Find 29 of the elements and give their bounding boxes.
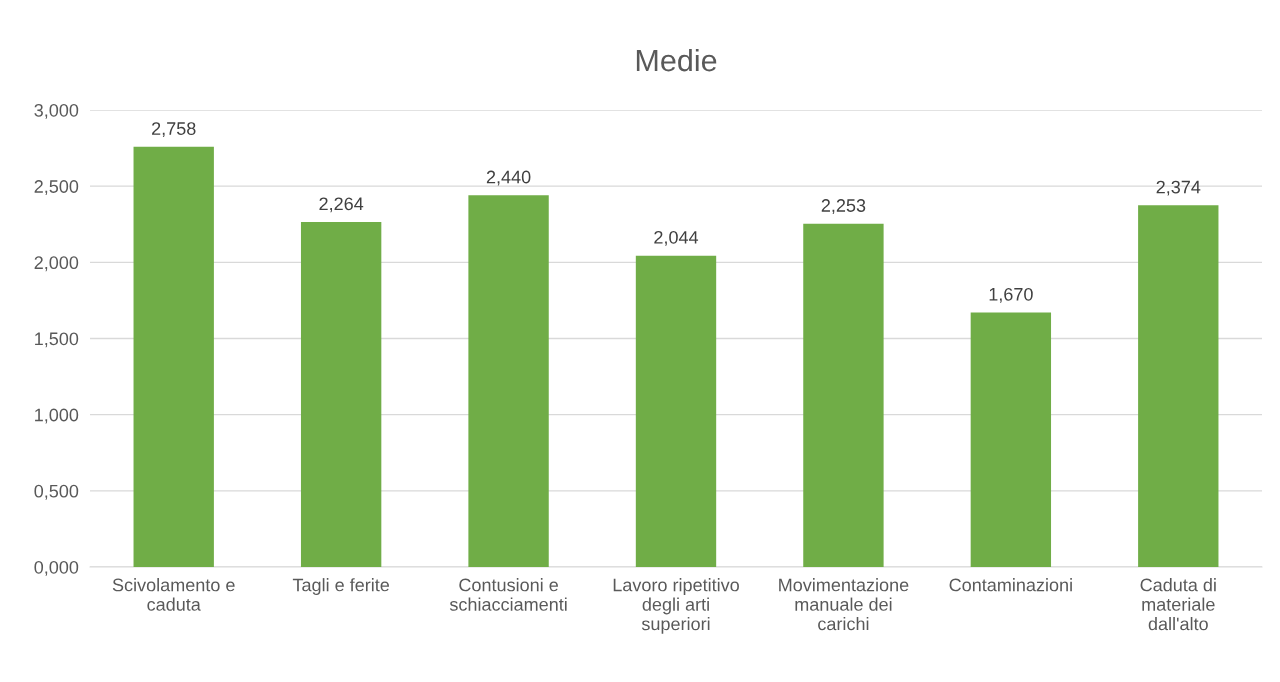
x-tick-label: Lavoro ripetitivo degli arti superiori [613, 578, 739, 634]
x-tick-label: Scivolamento e caduta [112, 578, 235, 611]
x-tick-label: Caduta di materiale dall'alto [1140, 578, 1216, 631]
y-tick-label: 2,000 [34, 256, 79, 272]
y-tick-label: 1,500 [35, 332, 79, 348]
bar [133, 146, 214, 567]
bar [300, 222, 382, 567]
x-tick-label: Movimentazione manuale dei carichi [779, 578, 909, 631]
data-label: 2,253 [821, 199, 866, 215]
data-label: 2,264 [319, 197, 364, 213]
bar [468, 195, 549, 567]
x-tick-label: Contaminazioni [949, 578, 1072, 592]
y-tick-label: 0,500 [34, 484, 79, 500]
y-tick-label: 1,000 [35, 408, 79, 424]
data-label: 1,670 [989, 287, 1033, 303]
y-tick-label: 2,500 [34, 180, 79, 196]
data-label: 2,440 [486, 170, 531, 186]
bar [635, 255, 717, 567]
data-label: 2,374 [1156, 180, 1201, 196]
x-tick-label: Tagli e ferite [292, 578, 390, 595]
data-label: 2,758 [152, 122, 196, 138]
y-tick-label: 0,000 [34, 560, 79, 576]
chart-title: Medie [636, 48, 717, 72]
x-tick-label: Contusioni e schiacciamenti [449, 578, 567, 611]
bar [803, 223, 884, 567]
bar [970, 312, 1052, 567]
bar [1138, 205, 1219, 567]
y-tick-label: 3,000 [34, 103, 79, 119]
data-label: 2,044 [654, 230, 699, 246]
